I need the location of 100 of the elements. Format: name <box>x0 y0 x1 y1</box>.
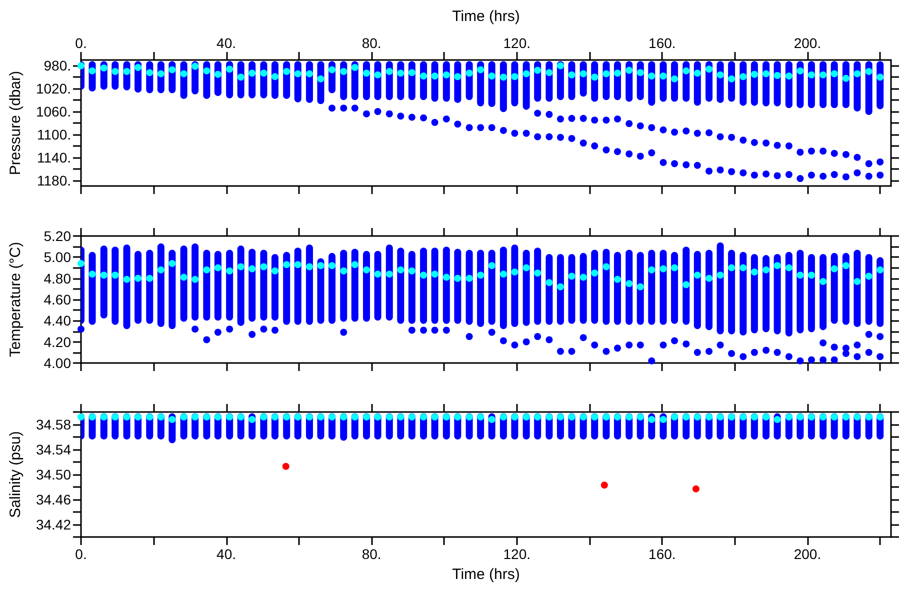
x-tick-label: 80. <box>362 546 382 562</box>
x-tick-label: 120. <box>503 546 530 562</box>
y-tick-label: 34.46 <box>36 492 72 508</box>
bar <box>591 250 598 324</box>
bar <box>431 248 438 324</box>
y-tick-label: 1140. <box>37 149 71 166</box>
point <box>692 485 700 492</box>
x2-tick-label: 120. <box>503 35 530 51</box>
point <box>740 169 747 176</box>
bar <box>88 252 96 325</box>
bar <box>671 252 678 324</box>
point <box>546 133 553 140</box>
point <box>466 124 473 132</box>
bar <box>785 252 792 337</box>
point <box>591 342 598 349</box>
point <box>842 350 850 357</box>
point <box>830 171 838 178</box>
bar <box>716 242 724 334</box>
y-axis-title: Pressure (dbar) <box>7 70 24 176</box>
point <box>522 338 530 346</box>
bar <box>602 248 610 325</box>
bar <box>568 254 576 324</box>
point <box>808 172 815 179</box>
point <box>706 168 713 175</box>
y-tick-label: 5.20 <box>44 228 72 244</box>
bar <box>134 250 142 324</box>
point <box>614 115 621 122</box>
point <box>876 158 884 166</box>
point <box>808 356 815 364</box>
x2-tick-label: 0. <box>75 35 87 51</box>
y-tick-label: 4.20 <box>44 334 72 350</box>
point <box>785 171 792 178</box>
point <box>671 337 678 344</box>
bar <box>728 250 736 334</box>
point <box>602 146 610 154</box>
bar <box>271 254 278 321</box>
bar <box>317 258 324 324</box>
point <box>671 128 678 136</box>
point <box>546 336 553 344</box>
bar <box>626 250 633 325</box>
point <box>648 357 656 364</box>
point <box>682 128 690 135</box>
point <box>248 330 256 338</box>
point <box>694 348 701 356</box>
point <box>648 124 656 132</box>
bar <box>694 250 701 330</box>
y-axis-title: Salinity (psu) <box>7 431 24 518</box>
bar <box>842 252 850 325</box>
x-tick-label: 160. <box>648 546 676 562</box>
point <box>796 148 804 156</box>
point <box>477 124 484 132</box>
point <box>466 333 473 340</box>
y-tick-label: 34.54 <box>36 442 72 458</box>
bar <box>442 246 450 324</box>
point <box>271 326 278 334</box>
point <box>600 482 608 489</box>
point <box>865 172 872 180</box>
bar <box>226 250 234 321</box>
bar <box>706 250 713 330</box>
point <box>750 172 758 179</box>
point <box>591 142 598 150</box>
point <box>820 172 827 180</box>
y-tick-label: 1100. <box>37 126 71 142</box>
bar <box>397 248 404 324</box>
point <box>534 133 542 140</box>
bar <box>820 254 827 330</box>
x2-tick-label: 200. <box>794 35 822 51</box>
y-tick-label: 5.00 <box>44 249 72 266</box>
point <box>842 173 850 180</box>
bar <box>556 254 564 325</box>
point <box>420 114 428 122</box>
point <box>876 333 884 340</box>
x2-axis-title: Time (hrs) <box>452 8 520 25</box>
bar <box>500 246 507 330</box>
point <box>660 126 667 134</box>
bar <box>454 248 462 324</box>
bar <box>762 255 770 332</box>
point <box>706 348 713 355</box>
point <box>716 133 724 140</box>
bar <box>750 254 758 334</box>
point <box>660 159 667 166</box>
point <box>854 353 861 360</box>
point <box>260 326 268 333</box>
point <box>636 122 644 130</box>
bar <box>340 250 348 322</box>
point <box>431 118 438 126</box>
point <box>785 142 792 150</box>
point <box>522 130 530 137</box>
bar <box>386 244 393 321</box>
point <box>351 104 358 112</box>
point <box>716 342 724 349</box>
y-tick-label: 1180. <box>37 172 71 188</box>
bar <box>660 250 667 325</box>
point <box>774 348 781 356</box>
x2-tick-label: 80. <box>362 35 382 51</box>
bar <box>546 254 553 325</box>
point <box>706 129 713 136</box>
bar <box>100 246 108 319</box>
bar <box>260 250 268 321</box>
point <box>865 348 872 356</box>
